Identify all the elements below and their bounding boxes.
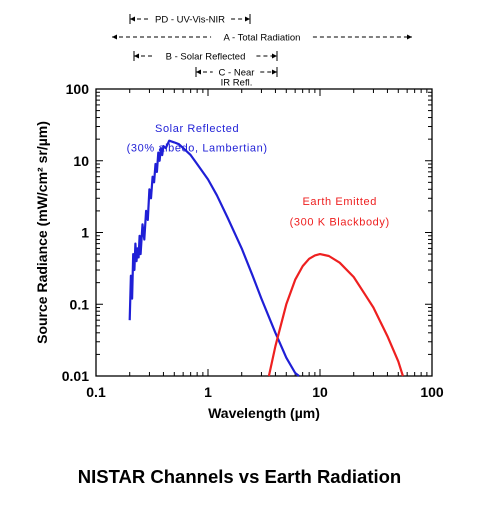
figure-caption: NISTAR Channels vs Earth Radiation [77,466,402,487]
arrow-head [130,16,135,22]
x-tick-label: 1 [204,384,212,400]
series-line-earth-emitted [267,253,404,377]
x-tick-label: 0.1 [86,384,106,400]
x-axis-label: Wavelength (µm) [208,405,320,421]
x-tick-label: 10 [312,384,328,400]
channel-label: A - Total Radiation [224,33,301,44]
annotation: Solar Reflected [155,123,239,135]
series-line-solar-reflected [128,139,300,377]
y-tick-label: 0.01 [62,368,89,384]
y-tick-label: 1 [81,225,89,241]
arrow-head [112,34,117,40]
arrow-head [407,34,412,40]
channel-label: PD - UV-Vis-NIR [155,15,225,26]
plot-frame [95,88,433,377]
arrow-head [272,69,277,75]
chart: PD - UV-Vis-NIR A - Total Radiation B - So… [34,14,444,421]
annotation: (30% albedo, Lambertian) [127,142,268,154]
arrow-head [272,53,277,59]
y-tick-label: 100 [66,81,90,97]
channel-bar: A - Total Radiation [112,33,412,44]
arrow-head [196,69,201,75]
channel-label: C - Near [219,68,255,79]
x-tick-label: 100 [420,384,444,400]
annotation: Earth Emitted [302,196,376,208]
channel-bars: PD - UV-Vis-NIR A - Total Radiation B - So… [112,14,412,89]
annotations: Solar Reflected (30% albedo, Lambertian) E… [127,123,390,228]
channel-bar: PD - UV-Vis-NIR [129,14,251,26]
channel-label: B - Solar Reflected [166,52,246,63]
arrow-head [245,16,250,22]
annotation: (300 K Blackbody) [290,217,390,229]
channel-bar: B - Solar Reflected [133,51,278,63]
series-layer [128,139,404,377]
channel-label: IR Refl. [221,78,253,89]
y-tick-label: 10 [73,153,89,169]
y-axis-label: Source Radiance (mW/cm² sr/µm) [34,121,50,344]
arrow-head [134,53,139,59]
y-tick-label: 0.1 [70,296,90,312]
